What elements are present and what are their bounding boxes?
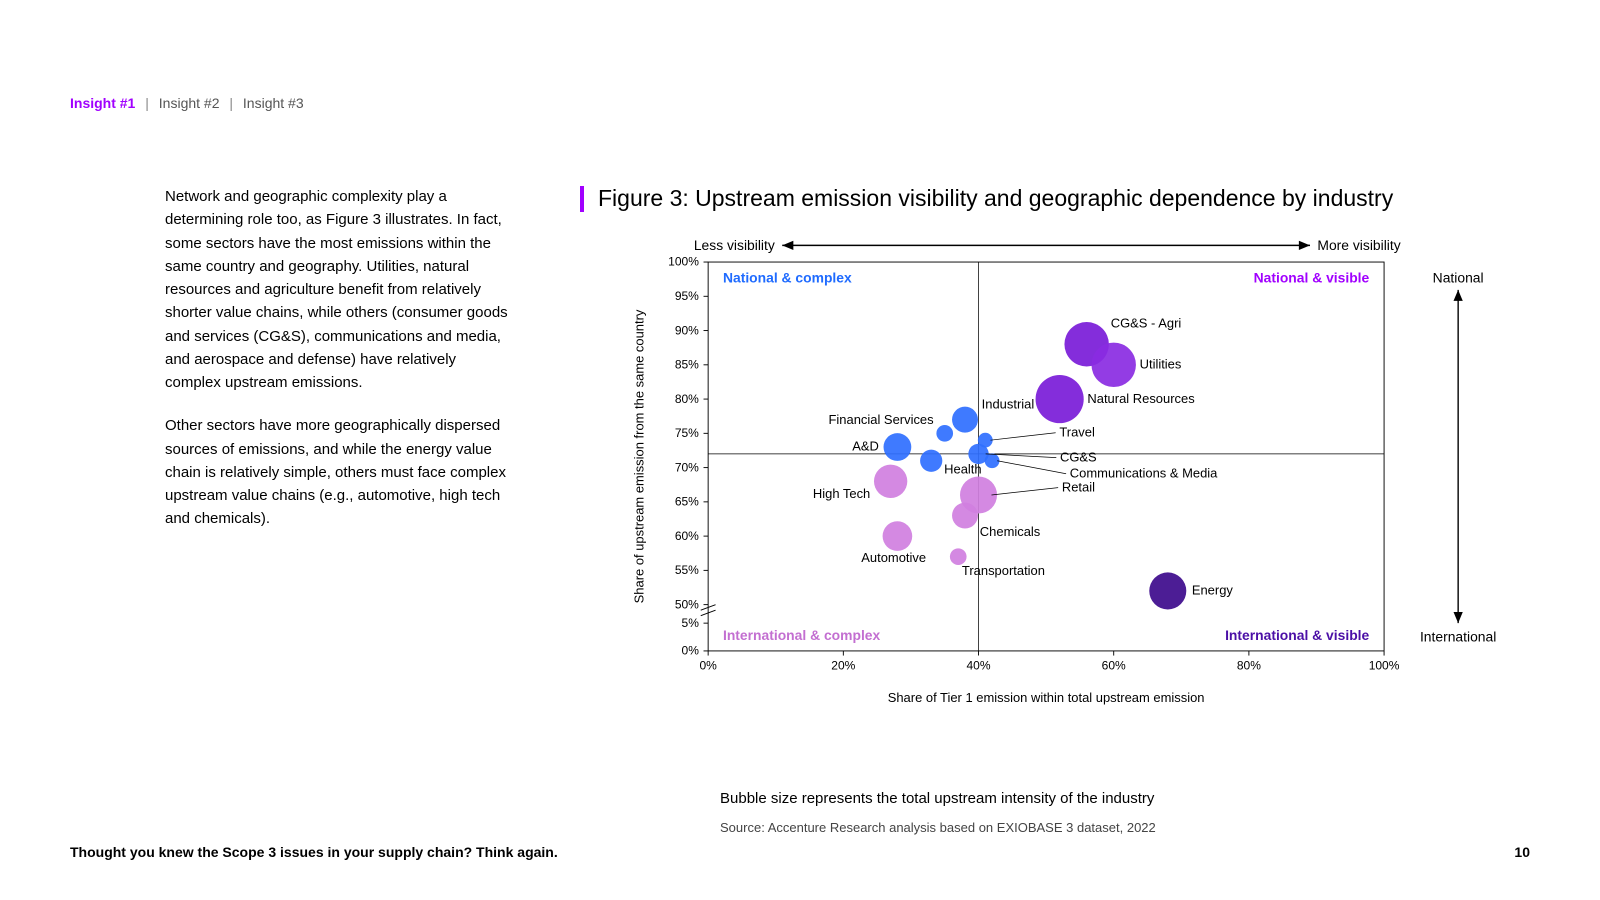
svg-text:International & complex: International & complex bbox=[723, 627, 881, 643]
bubble-label: Travel bbox=[1059, 424, 1095, 439]
svg-text:Share of Tier 1 emission withi: Share of Tier 1 emission within total up… bbox=[888, 690, 1205, 705]
bubble-automotive bbox=[883, 521, 913, 551]
bubble-label: CG&S - Agri bbox=[1111, 316, 1182, 331]
bubble-chart: Less visibility More visibility 0% 5% 50% 55%… bbox=[580, 225, 1540, 725]
bubble-label: Utilities bbox=[1140, 357, 1182, 372]
svg-text:5%: 5% bbox=[682, 616, 700, 630]
svg-text:0%: 0% bbox=[682, 644, 700, 658]
svg-text:85%: 85% bbox=[675, 358, 699, 372]
bubble-label: Energy bbox=[1192, 583, 1234, 598]
figure-caption: Bubble size represents the total upstrea… bbox=[720, 790, 1154, 807]
svg-text:National & visible: National & visible bbox=[1254, 269, 1370, 285]
svg-text:50%: 50% bbox=[675, 597, 699, 611]
footer-title: Thought you knew the Scope 3 issues in y… bbox=[70, 844, 558, 860]
bubble-a-d bbox=[884, 433, 912, 461]
svg-text:National & complex: National & complex bbox=[723, 269, 852, 285]
bubble-natural-resources bbox=[1036, 375, 1084, 423]
bubble-high-tech bbox=[874, 465, 907, 498]
breadcrumb-item-2[interactable]: Insight #2 bbox=[159, 95, 220, 111]
svg-text:95%: 95% bbox=[675, 289, 699, 303]
svg-text:40%: 40% bbox=[966, 658, 990, 672]
svg-text:0%: 0% bbox=[699, 658, 717, 672]
svg-text:100%: 100% bbox=[1369, 658, 1400, 672]
breadcrumb-sep: | bbox=[145, 95, 149, 111]
svg-text:90%: 90% bbox=[675, 323, 699, 337]
bubble-communications-media bbox=[985, 453, 1000, 468]
bubble-label: Communications & Media bbox=[1070, 465, 1218, 480]
svg-text:Share of upstream emission fro: Share of upstream emission from the same… bbox=[631, 309, 646, 603]
bubble-label: Financial Services bbox=[829, 412, 935, 427]
bubble-chemicals bbox=[952, 503, 978, 529]
breadcrumb-item-1[interactable]: Insight #1 bbox=[70, 95, 135, 111]
bubble-label: Health bbox=[944, 462, 981, 477]
svg-text:100%: 100% bbox=[668, 255, 699, 269]
svg-text:60%: 60% bbox=[1102, 658, 1126, 672]
figure-title: Figure 3: Upstream emission visibility a… bbox=[598, 185, 1393, 212]
breadcrumb-item-3[interactable]: Insight #3 bbox=[243, 95, 304, 111]
bubble-label: High Tech bbox=[813, 486, 870, 501]
bubble-energy bbox=[1149, 572, 1186, 609]
body-copy: Network and geographic complexity play a… bbox=[165, 185, 515, 531]
figure-title-wrap: Figure 3: Upstream emission visibility a… bbox=[580, 185, 1393, 212]
bubble-label: A&D bbox=[852, 439, 879, 454]
svg-text:More visibility: More visibility bbox=[1317, 237, 1400, 253]
svg-text:80%: 80% bbox=[675, 392, 699, 406]
bubble-utilities bbox=[1091, 343, 1135, 387]
svg-text:65%: 65% bbox=[675, 495, 699, 509]
svg-text:70%: 70% bbox=[675, 460, 699, 474]
figure-source: Source: Accenture Research analysis base… bbox=[720, 820, 1156, 835]
body-para-2: Other sectors have more geographically d… bbox=[165, 414, 515, 530]
figure-title-accent bbox=[580, 186, 584, 212]
svg-text:International: International bbox=[1420, 629, 1496, 645]
svg-text:Less visibility: Less visibility bbox=[694, 237, 775, 253]
svg-text:20%: 20% bbox=[831, 658, 855, 672]
bubble-industrial bbox=[952, 407, 978, 433]
bubble-label: Natural Resources bbox=[1087, 391, 1195, 406]
bubble-label: CG&S bbox=[1060, 449, 1097, 464]
bubble-label: Transportation bbox=[962, 563, 1045, 578]
breadcrumb-sep: | bbox=[229, 95, 233, 111]
svg-text:60%: 60% bbox=[675, 529, 699, 543]
bubble-health bbox=[920, 450, 942, 472]
bubble-label: Retail bbox=[1062, 479, 1095, 494]
bubble-label: Automotive bbox=[861, 550, 926, 565]
svg-text:International & visible: International & visible bbox=[1225, 627, 1369, 643]
breadcrumb: Insight #1 | Insight #2 | Insight #3 bbox=[70, 95, 304, 111]
svg-text:75%: 75% bbox=[675, 426, 699, 440]
svg-text:National: National bbox=[1433, 269, 1484, 285]
svg-text:55%: 55% bbox=[675, 563, 699, 577]
page-number: 10 bbox=[1514, 844, 1530, 860]
body-para-1: Network and geographic complexity play a… bbox=[165, 185, 515, 394]
bubble-label: Industrial bbox=[982, 397, 1035, 412]
bubble-financial-services bbox=[936, 425, 953, 442]
svg-text:80%: 80% bbox=[1237, 658, 1261, 672]
bubble-label: Chemicals bbox=[980, 524, 1041, 539]
